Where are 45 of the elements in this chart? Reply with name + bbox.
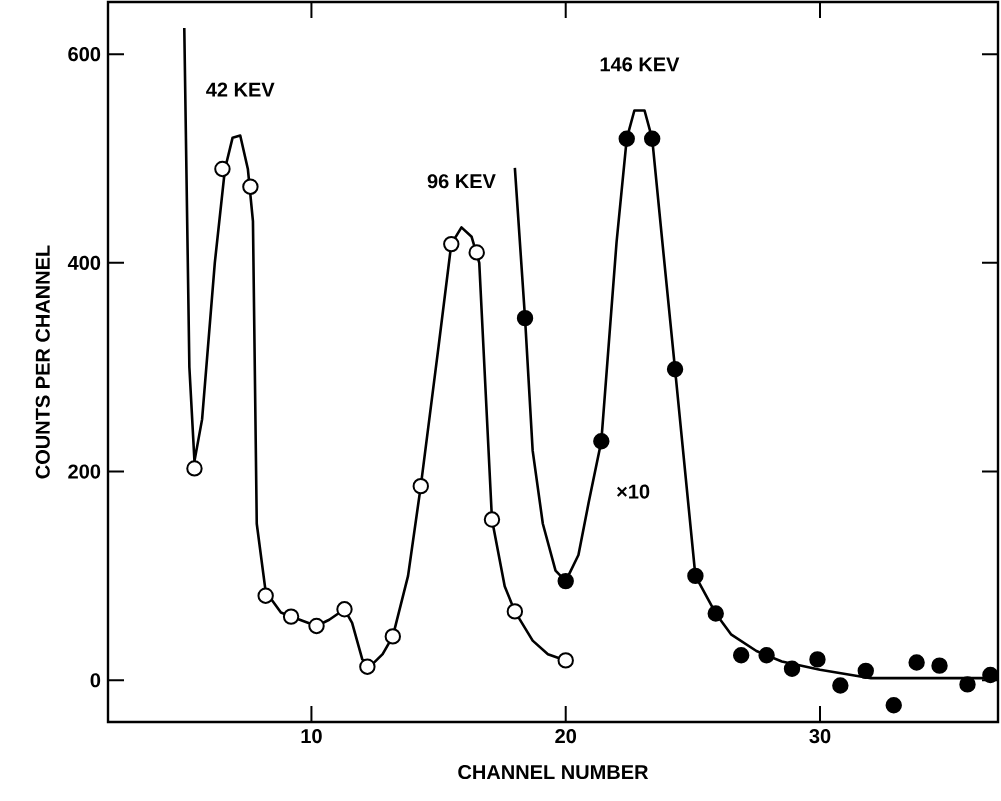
- point: [384, 628, 401, 645]
- point: [242, 178, 259, 195]
- point: [832, 677, 849, 694]
- y-tick-label: 600: [68, 47, 101, 62]
- point: [257, 587, 274, 604]
- point: [758, 647, 775, 664]
- y-tick-label: 400: [67, 255, 101, 270]
- point: [443, 235, 460, 253]
- point: [666, 361, 684, 378]
- point: [707, 605, 724, 622]
- annotation: 96 KEV: [427, 174, 496, 189]
- y-tick-label: 0: [90, 673, 101, 688]
- point: [857, 662, 874, 680]
- point: [516, 309, 534, 327]
- point: [931, 657, 948, 674]
- x-tick-label: 30: [809, 729, 831, 744]
- point: [557, 572, 574, 590]
- point: [557, 652, 574, 669]
- point: [468, 244, 485, 261]
- x-axis-title: CHANNEL NUMBER: [458, 764, 649, 780]
- point: [687, 567, 704, 585]
- point: [506, 603, 524, 620]
- point: [359, 658, 376, 675]
- point: [308, 617, 325, 635]
- x-tick-label: 10: [301, 729, 322, 744]
- point: [214, 160, 231, 178]
- point: [809, 651, 826, 668]
- point: [336, 601, 353, 618]
- point: [186, 460, 203, 477]
- point: [282, 608, 300, 625]
- point: [643, 130, 661, 147]
- point: [483, 511, 501, 528]
- annotation: 146 KEV: [600, 57, 680, 72]
- x-tick-label: 20: [555, 729, 577, 744]
- point: [732, 647, 750, 664]
- y-axis-title: COUNTS PER CHANNEL: [35, 245, 50, 479]
- y-tick-label: 200: [68, 464, 101, 479]
- point: [412, 477, 429, 495]
- annotation: 42 KEV: [206, 82, 275, 97]
- point: [885, 697, 902, 714]
- point: [618, 130, 635, 147]
- point: [783, 660, 801, 677]
- point: [908, 654, 925, 671]
- annotation: ×10: [616, 484, 650, 499]
- point: [593, 433, 610, 450]
